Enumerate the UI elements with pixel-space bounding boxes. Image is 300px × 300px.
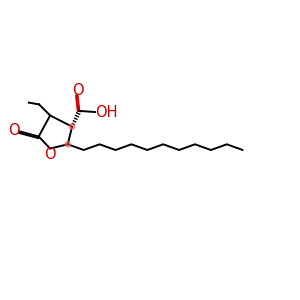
Text: O: O (8, 123, 20, 138)
Circle shape (69, 124, 75, 129)
Text: O: O (72, 83, 83, 98)
Text: O: O (44, 147, 56, 162)
Circle shape (65, 142, 70, 147)
Text: OH: OH (96, 105, 118, 120)
